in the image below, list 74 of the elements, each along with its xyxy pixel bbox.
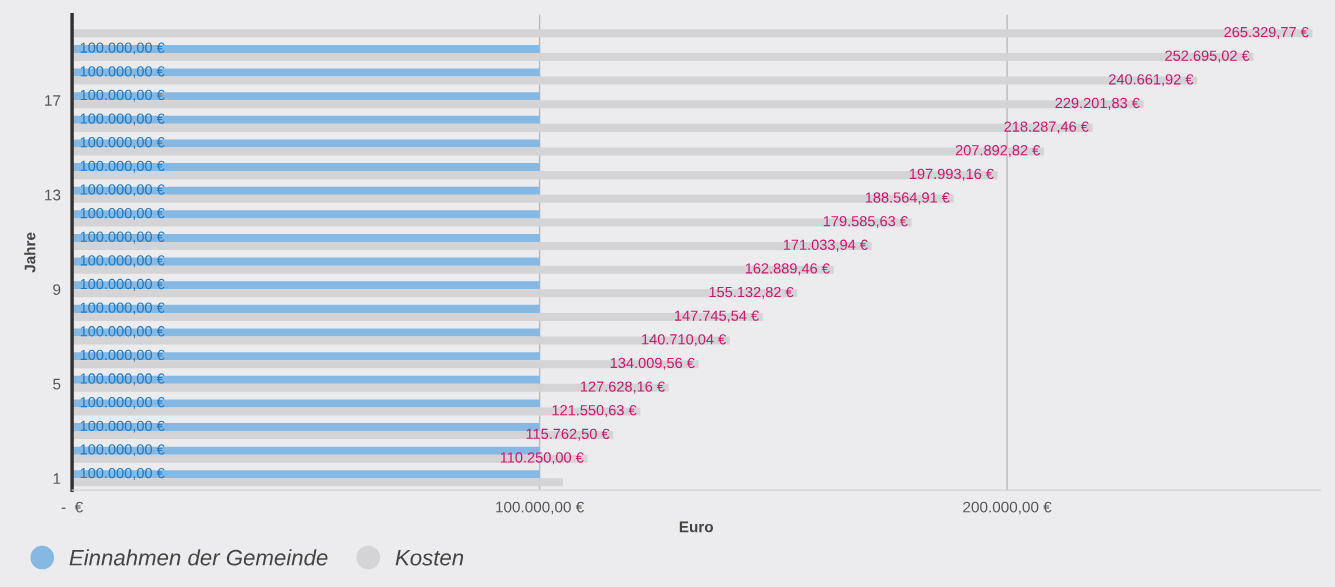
x-tick-label: 100.000,00 € — [496, 501, 584, 515]
data-label: 100.000,00 € — [80, 113, 165, 126]
y-tick-label: 5 — [53, 378, 61, 390]
data-label: 100.000,00 € — [80, 278, 165, 291]
data-label: 100.000,00 € — [80, 42, 165, 55]
legend-label: Kosten — [395, 550, 464, 566]
data-label: 265.329,77 € — [1224, 26, 1309, 39]
bar — [72, 399, 540, 408]
data-label: 218.287,46 € — [1004, 121, 1089, 134]
data-label: 121.550,63 € — [552, 405, 637, 418]
bar — [72, 210, 540, 219]
data-label: 162.889,46 € — [745, 263, 830, 276]
data-label: 100.000,00 € — [80, 255, 165, 268]
bar — [72, 44, 540, 53]
data-label: 100.000,00 € — [80, 397, 165, 410]
data-label: 100.000,00 € — [80, 373, 165, 386]
legend-label: Einnahmen der Gemeinde — [69, 549, 328, 566]
data-label: 155.132,82 € — [709, 286, 794, 299]
data-label: 229.201,83 € — [1055, 97, 1140, 110]
bar — [72, 68, 540, 77]
data-label: 207.892,82 € — [955, 145, 1041, 158]
data-label: 115.762,50 € — [526, 428, 610, 441]
bar — [72, 29, 1313, 38]
bar — [72, 289, 798, 298]
data-label: 100.000,00 € — [80, 467, 165, 480]
data-label: 140.710,04 € — [642, 334, 726, 347]
x-tick-label: 200.000,00 € — [963, 501, 1052, 515]
data-label: 147.745,54 € — [675, 310, 759, 323]
data-label: 197.993,16 € — [909, 168, 994, 181]
data-label: 134.009,56 € — [610, 357, 695, 370]
data-label: 100.000,00 € — [80, 420, 165, 433]
y-tick-label: 13 — [45, 189, 61, 201]
bar — [72, 194, 954, 203]
data-label: 179.585,63 € — [823, 215, 908, 229]
data-label: 252.695,02 € — [1165, 50, 1250, 63]
data-label: 127.628,16 € — [580, 381, 665, 394]
y-tick-label: 9 — [53, 284, 61, 295]
data-label: 188.564,91 € — [865, 192, 950, 205]
bar — [72, 304, 540, 313]
bar — [72, 186, 540, 195]
bar — [72, 76, 1198, 85]
bar — [72, 328, 540, 337]
data-label: 100.000,00 € — [80, 137, 165, 150]
data-label: 100.000,00 € — [80, 66, 165, 79]
bar — [72, 265, 834, 274]
data-label: 100.000,00 € — [80, 326, 165, 339]
data-label: 171.033,94 € — [783, 239, 868, 252]
bar — [72, 257, 540, 266]
x-tick-label: - € — [61, 501, 83, 513]
data-label: 100.000,00 € — [80, 302, 165, 315]
bar — [72, 454, 588, 463]
y-tick-label: 1 — [53, 473, 61, 484]
bar — [72, 407, 641, 416]
data-label: 100.000,00 € — [80, 89, 165, 102]
bar — [72, 233, 540, 243]
bar — [72, 139, 540, 148]
data-label: 100.000,00 € — [80, 231, 165, 244]
data-label: 100.000,00 € — [80, 160, 165, 173]
data-label: 100.000,00 € — [80, 207, 165, 220]
bar — [72, 147, 1044, 156]
data-label: 100.000,00 € — [80, 184, 165, 197]
bar — [72, 115, 540, 124]
bar — [72, 375, 540, 384]
data-label: 100.000,00 € — [80, 349, 165, 362]
bar — [72, 336, 730, 345]
bar — [72, 218, 912, 227]
bar — [72, 470, 540, 479]
data-label: 240.661,92 € — [1109, 74, 1194, 87]
bar — [72, 478, 563, 487]
data-label: 110.250,00 € — [500, 452, 584, 465]
y-tick-label: 17 — [45, 95, 61, 106]
y-axis-title: Jahre — [24, 232, 36, 273]
x-axis-title: Euro — [679, 521, 714, 533]
data-label: 100.000,00 € — [80, 444, 165, 457]
